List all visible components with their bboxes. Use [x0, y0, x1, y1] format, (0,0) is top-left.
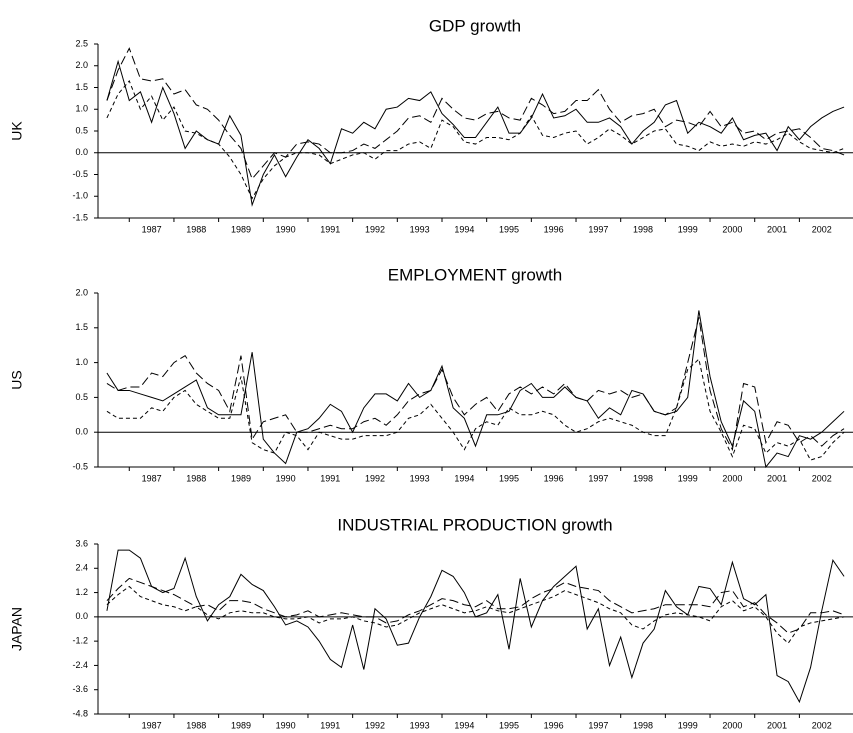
x-tick-label: 1994	[454, 224, 474, 234]
chart-title: EMPLOYMENT growth	[388, 265, 562, 284]
x-tick-label: 1992	[365, 224, 385, 234]
series-line	[106, 549, 845, 704]
chart-title: GDP growth	[429, 16, 521, 35]
y-tick-label: -3.6	[72, 684, 88, 694]
y-tick-label: 0.0	[75, 427, 88, 437]
series-line	[106, 577, 845, 634]
x-tick-label: 1998	[633, 720, 653, 730]
y-tick-label: -0.5	[72, 461, 88, 471]
y-tick-label: -0.5	[72, 169, 88, 179]
x-tick-label: 1991	[320, 224, 340, 234]
y-tick-label: 0.0	[75, 611, 88, 621]
y-tick-label: 1.2	[75, 587, 88, 597]
y-tick-label: 2.4	[75, 563, 88, 573]
y-axis-label: US	[9, 370, 25, 389]
x-tick-label: 1999	[678, 224, 698, 234]
x-tick-label: 1994	[454, 720, 474, 730]
x-tick-label: 1995	[499, 224, 519, 234]
x-tick-label: 1990	[276, 224, 296, 234]
y-tick-label: -1.2	[72, 636, 88, 646]
x-tick-label: 1993	[410, 224, 430, 234]
x-tick-label: 2000	[722, 720, 742, 730]
series-line	[106, 310, 845, 469]
x-tick-label: 1997	[588, 224, 608, 234]
x-tick-label: 1992	[365, 473, 385, 483]
x-tick-label: 1988	[186, 224, 206, 234]
x-tick-label: 1992	[365, 720, 385, 730]
x-tick-label: 1994	[454, 473, 474, 483]
x-tick-label: 1991	[320, 720, 340, 730]
x-tick-label: 2000	[722, 473, 742, 483]
x-tick-label: 1993	[410, 720, 430, 730]
x-tick-label: 1996	[544, 473, 564, 483]
y-tick-label: -1.0	[72, 191, 88, 201]
x-tick-label: 1993	[410, 473, 430, 483]
x-tick-label: 1997	[588, 473, 608, 483]
series-line	[106, 358, 845, 461]
y-tick-label: 2.5	[75, 38, 88, 48]
x-tick-label: 1988	[186, 473, 206, 483]
y-tick-label: 3.6	[75, 538, 88, 548]
x-tick-label: 1988	[186, 720, 206, 730]
y-tick-label: 1.0	[75, 104, 88, 114]
x-tick-label: 1995	[499, 720, 519, 730]
y-tick-label: -2.4	[72, 660, 88, 670]
x-tick-label: 1996	[544, 224, 564, 234]
x-tick-label: 1997	[588, 720, 608, 730]
x-tick-label: 2001	[767, 720, 787, 730]
x-tick-label: 2002	[812, 473, 832, 483]
series-line	[106, 59, 845, 207]
y-axis-label: UK	[9, 121, 25, 141]
x-tick-label: 1987	[142, 224, 162, 234]
x-tick-label: 1990	[276, 720, 296, 730]
x-tick-label: 2002	[812, 720, 832, 730]
x-tick-label: 1989	[231, 473, 251, 483]
x-tick-label: 2001	[767, 224, 787, 234]
x-tick-label: 2000	[722, 224, 742, 234]
x-tick-label: 1991	[320, 473, 340, 483]
x-tick-label: 1999	[678, 720, 698, 730]
x-tick-label: 1999	[678, 473, 698, 483]
y-tick-label: -4.8	[72, 708, 88, 718]
x-tick-label: 1996	[544, 720, 564, 730]
y-axis-label: JAPAN	[9, 607, 25, 651]
y-tick-label: 1.0	[75, 357, 88, 367]
x-tick-label: 1998	[633, 473, 653, 483]
series-line	[106, 585, 845, 644]
y-tick-label: 1.5	[75, 322, 88, 332]
x-tick-label: 1998	[633, 224, 653, 234]
x-tick-label: 2001	[767, 473, 787, 483]
y-tick-label: 2.0	[75, 60, 88, 70]
x-tick-label: 1987	[142, 720, 162, 730]
chart-title: INDUSTRIAL PRODUCTION growth	[337, 515, 612, 534]
y-tick-label: 1.5	[75, 82, 88, 92]
series-line	[106, 80, 845, 200]
y-tick-label: -1.5	[72, 212, 88, 222]
y-tick-label: 0.5	[75, 125, 88, 135]
y-tick-label: 0.5	[75, 392, 88, 402]
series-line	[106, 47, 845, 180]
series-line	[106, 317, 845, 452]
x-tick-label: 1990	[276, 473, 296, 483]
y-tick-label: 2.0	[75, 287, 88, 297]
x-tick-label: 2002	[812, 224, 832, 234]
x-tick-label: 1989	[231, 720, 251, 730]
x-tick-label: 1989	[231, 224, 251, 234]
y-tick-label: 0.0	[75, 147, 88, 157]
x-tick-label: 1995	[499, 473, 519, 483]
x-tick-label: 1987	[142, 473, 162, 483]
